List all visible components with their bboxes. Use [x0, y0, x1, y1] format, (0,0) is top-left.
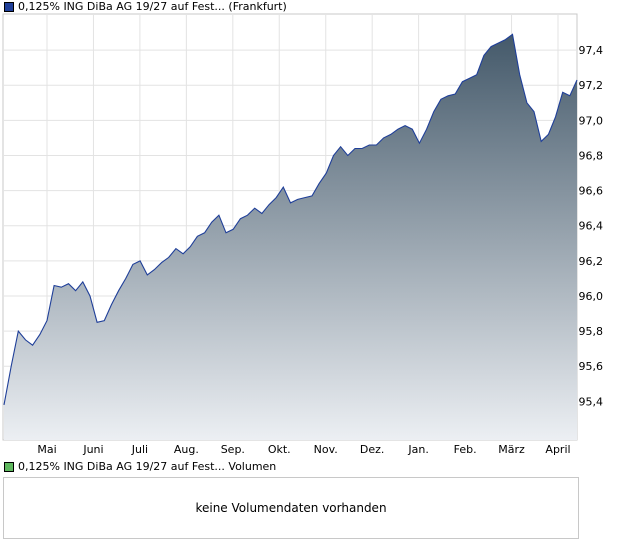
x-tick-label: Sep.: [221, 443, 245, 456]
y-tick-label: 96,6: [579, 185, 604, 198]
price-legend-label: 0,125% ING DiBa AG 19/27 auf Fest... (Fr…: [18, 0, 287, 13]
y-tick-label: 95,8: [579, 325, 604, 338]
y-tick-label: 97,2: [579, 79, 604, 92]
x-tick-label: Mai: [37, 443, 56, 456]
volume-legend-label: 0,125% ING DiBa AG 19/27 auf Fest... Vol…: [18, 460, 277, 473]
y-tick-label: 96,2: [579, 255, 604, 268]
x-tick-label: März: [498, 443, 525, 456]
price-legend-swatch: [4, 2, 14, 12]
x-tick-label: Aug.: [174, 443, 199, 456]
x-tick-label: Feb.: [454, 443, 477, 456]
volume-legend: 0,125% ING DiBa AG 19/27 auf Fest... Vol…: [4, 461, 276, 473]
y-tick-label: 96,8: [579, 149, 604, 162]
price-chart: 97,4 97,2 97,0 96,8 96,6 96,4 96,2 96,0 95,8 95,6…: [2, 13, 604, 456]
y-tick-label: 97,4: [579, 44, 604, 57]
x-tick-label: Juli: [131, 443, 148, 456]
x-tick-label: Jan.: [407, 443, 428, 456]
price-legend: 0,125% ING DiBa AG 19/27 auf Fest... (Fr…: [4, 1, 287, 13]
y-tick-label: 95,6: [579, 360, 604, 373]
y-tick-label: 97,0: [579, 114, 604, 127]
x-tick-label: Okt.: [268, 443, 291, 456]
y-tick-label: 95,4: [579, 395, 604, 408]
volume-legend-swatch: [4, 462, 14, 472]
y-tick-label: 96,0: [579, 290, 604, 303]
x-tick-label: Juni: [82, 443, 103, 456]
price-line: [3, 33, 578, 406]
x-tick-label: Nov.: [314, 443, 338, 456]
y-tick-label: 96,4: [579, 220, 604, 233]
x-tick-label: Dez.: [360, 443, 385, 456]
volume-panel: keine Volumendaten vorhanden: [3, 477, 579, 539]
price-area: [4, 34, 577, 441]
volume-empty-message: keine Volumendaten vorhanden: [195, 501, 387, 515]
x-tick-label: April: [545, 443, 570, 456]
